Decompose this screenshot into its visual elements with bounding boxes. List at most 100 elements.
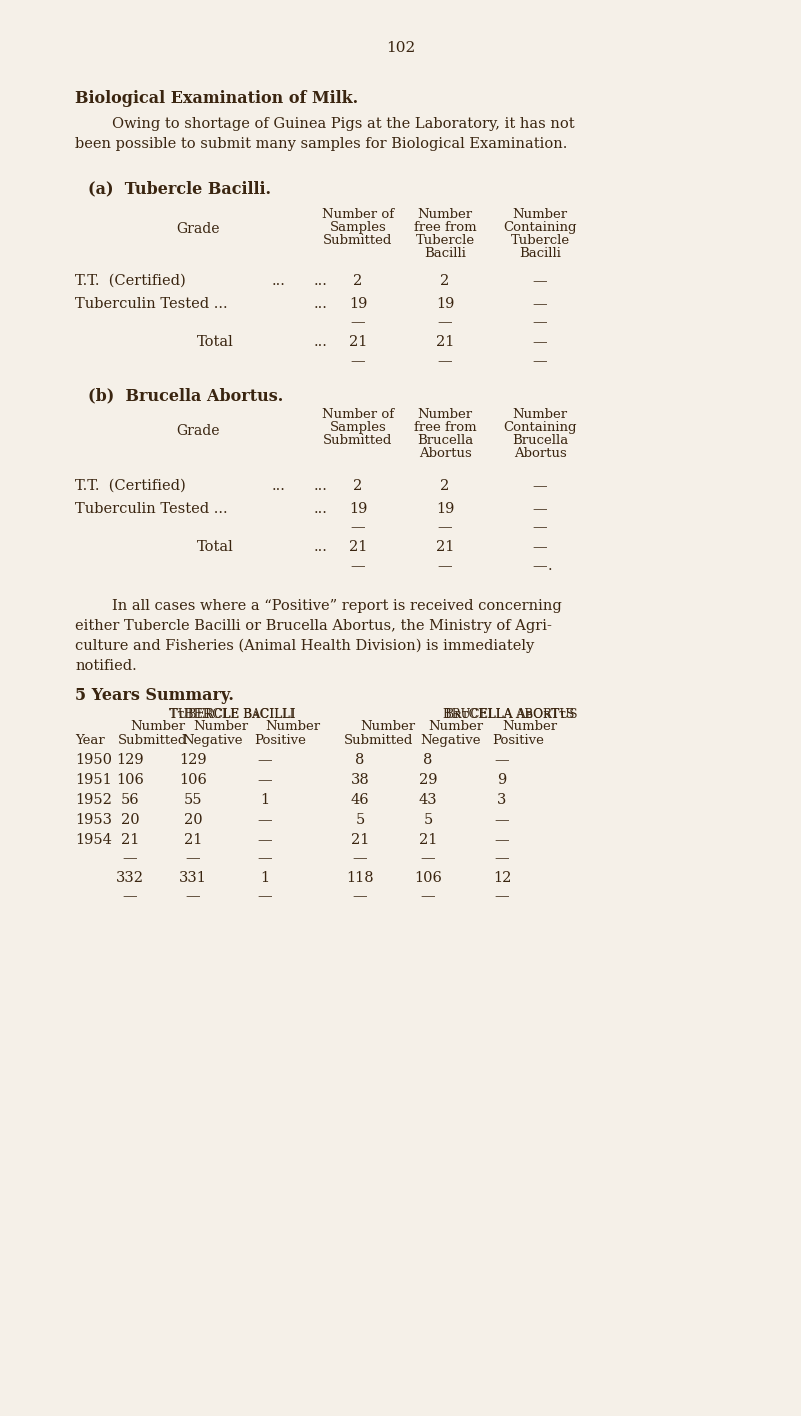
Text: Number: Number — [417, 208, 473, 221]
Text: —: — — [351, 314, 365, 329]
Text: Number: Number — [428, 719, 483, 733]
Text: ...: ... — [272, 275, 286, 287]
Text: Abortus: Abortus — [513, 447, 566, 460]
Text: 21: 21 — [351, 833, 369, 847]
Text: Tubercle: Tubercle — [510, 234, 570, 246]
Text: ...: ... — [314, 479, 328, 493]
Text: Biological Examination of Milk.: Biological Examination of Milk. — [75, 91, 358, 108]
Text: Number: Number — [265, 719, 320, 733]
Text: free from: free from — [413, 421, 477, 433]
Text: Abortus: Abortus — [419, 447, 471, 460]
Text: 43: 43 — [419, 793, 437, 807]
Text: 19: 19 — [348, 503, 367, 515]
Text: —: — — [533, 559, 547, 573]
Text: —: — — [258, 851, 272, 865]
Text: —: — — [351, 354, 365, 368]
Text: ...: ... — [314, 297, 328, 312]
Text: TᴛBERCLE BᴀCILLI: TᴛBERCLE BᴀCILLI — [169, 708, 296, 721]
Text: 2: 2 — [441, 479, 449, 493]
Text: 2: 2 — [441, 275, 449, 287]
Text: —: — — [533, 275, 547, 287]
Text: 102: 102 — [386, 41, 415, 55]
Text: 1951: 1951 — [75, 773, 112, 787]
Text: 2: 2 — [353, 275, 363, 287]
Text: Brucella: Brucella — [512, 433, 568, 447]
Text: 1954: 1954 — [75, 833, 112, 847]
Text: 20: 20 — [183, 813, 203, 827]
Text: Samples: Samples — [330, 221, 386, 234]
Text: —: — — [258, 753, 272, 767]
Text: Number: Number — [360, 719, 415, 733]
Text: ...: ... — [314, 275, 328, 287]
Text: Total: Total — [196, 336, 233, 348]
Text: —: — — [533, 336, 547, 348]
Text: Positive: Positive — [254, 733, 306, 748]
Text: —: — — [437, 354, 453, 368]
Text: Tuberculin Tested ...: Tuberculin Tested ... — [75, 503, 227, 515]
Text: Number: Number — [502, 719, 557, 733]
Text: 3: 3 — [497, 793, 507, 807]
Text: —: — — [421, 889, 435, 903]
Text: —: — — [533, 354, 547, 368]
Text: —: — — [437, 520, 453, 534]
Text: Bacilli: Bacilli — [424, 246, 466, 261]
Text: ...: ... — [314, 539, 328, 554]
Text: ...: ... — [314, 503, 328, 515]
Text: 55: 55 — [183, 793, 202, 807]
Text: ...: ... — [314, 336, 328, 348]
Text: —: — — [123, 851, 137, 865]
Text: 19: 19 — [436, 297, 454, 312]
Text: 106: 106 — [414, 871, 442, 885]
Text: 21: 21 — [183, 833, 202, 847]
Text: Brucella: Brucella — [417, 433, 473, 447]
Text: Number of: Number of — [322, 408, 394, 421]
Text: 1952: 1952 — [75, 793, 112, 807]
Text: —: — — [258, 833, 272, 847]
Text: 9: 9 — [497, 773, 506, 787]
Text: 1950: 1950 — [75, 753, 112, 767]
Text: 118: 118 — [346, 871, 374, 885]
Text: 331: 331 — [179, 871, 207, 885]
Text: —: — — [186, 851, 200, 865]
Text: Negative: Negative — [182, 733, 243, 748]
Text: Submitted: Submitted — [344, 733, 413, 748]
Text: —: — — [533, 503, 547, 515]
Text: Submitted: Submitted — [118, 733, 187, 748]
Text: Submitted: Submitted — [324, 234, 392, 246]
Text: —: — — [495, 889, 509, 903]
Text: 8: 8 — [356, 753, 364, 767]
Text: 21: 21 — [436, 539, 454, 554]
Text: —: — — [258, 773, 272, 787]
Text: 21: 21 — [121, 833, 139, 847]
Text: —: — — [495, 833, 509, 847]
Text: 1953: 1953 — [75, 813, 112, 827]
Text: 129: 129 — [179, 753, 207, 767]
Text: 21: 21 — [348, 336, 367, 348]
Text: —: — — [437, 559, 453, 573]
Text: (a)  Tubercle Bacilli.: (a) Tubercle Bacilli. — [88, 180, 271, 197]
Text: culture and Fisheries (Animal Health Division) is immediately: culture and Fisheries (Animal Health Div… — [75, 639, 534, 653]
Text: —: — — [123, 889, 137, 903]
Text: Number: Number — [130, 719, 185, 733]
Text: —: — — [533, 314, 547, 329]
Text: 56: 56 — [121, 793, 139, 807]
Text: been possible to submit many samples for Biological Examination.: been possible to submit many samples for… — [75, 137, 567, 152]
Text: 21: 21 — [348, 539, 367, 554]
Text: —: — — [495, 813, 509, 827]
Text: 106: 106 — [116, 773, 144, 787]
Text: BRUCELLA ABORTUS: BRUCELLA ABORTUS — [443, 708, 578, 721]
Text: 38: 38 — [351, 773, 369, 787]
Text: 5: 5 — [356, 813, 364, 827]
Text: Positive: Positive — [492, 733, 544, 748]
Text: —: — — [421, 851, 435, 865]
Text: —: — — [495, 753, 509, 767]
Text: —: — — [352, 889, 368, 903]
Text: Negative: Negative — [420, 733, 481, 748]
Text: Grade: Grade — [176, 423, 219, 438]
Text: Bacilli: Bacilli — [519, 246, 561, 261]
Text: Submitted: Submitted — [324, 433, 392, 447]
Text: Number: Number — [513, 208, 568, 221]
Text: Tuberculin Tested ...: Tuberculin Tested ... — [75, 297, 227, 312]
Text: 1: 1 — [260, 793, 270, 807]
Text: 20: 20 — [121, 813, 139, 827]
